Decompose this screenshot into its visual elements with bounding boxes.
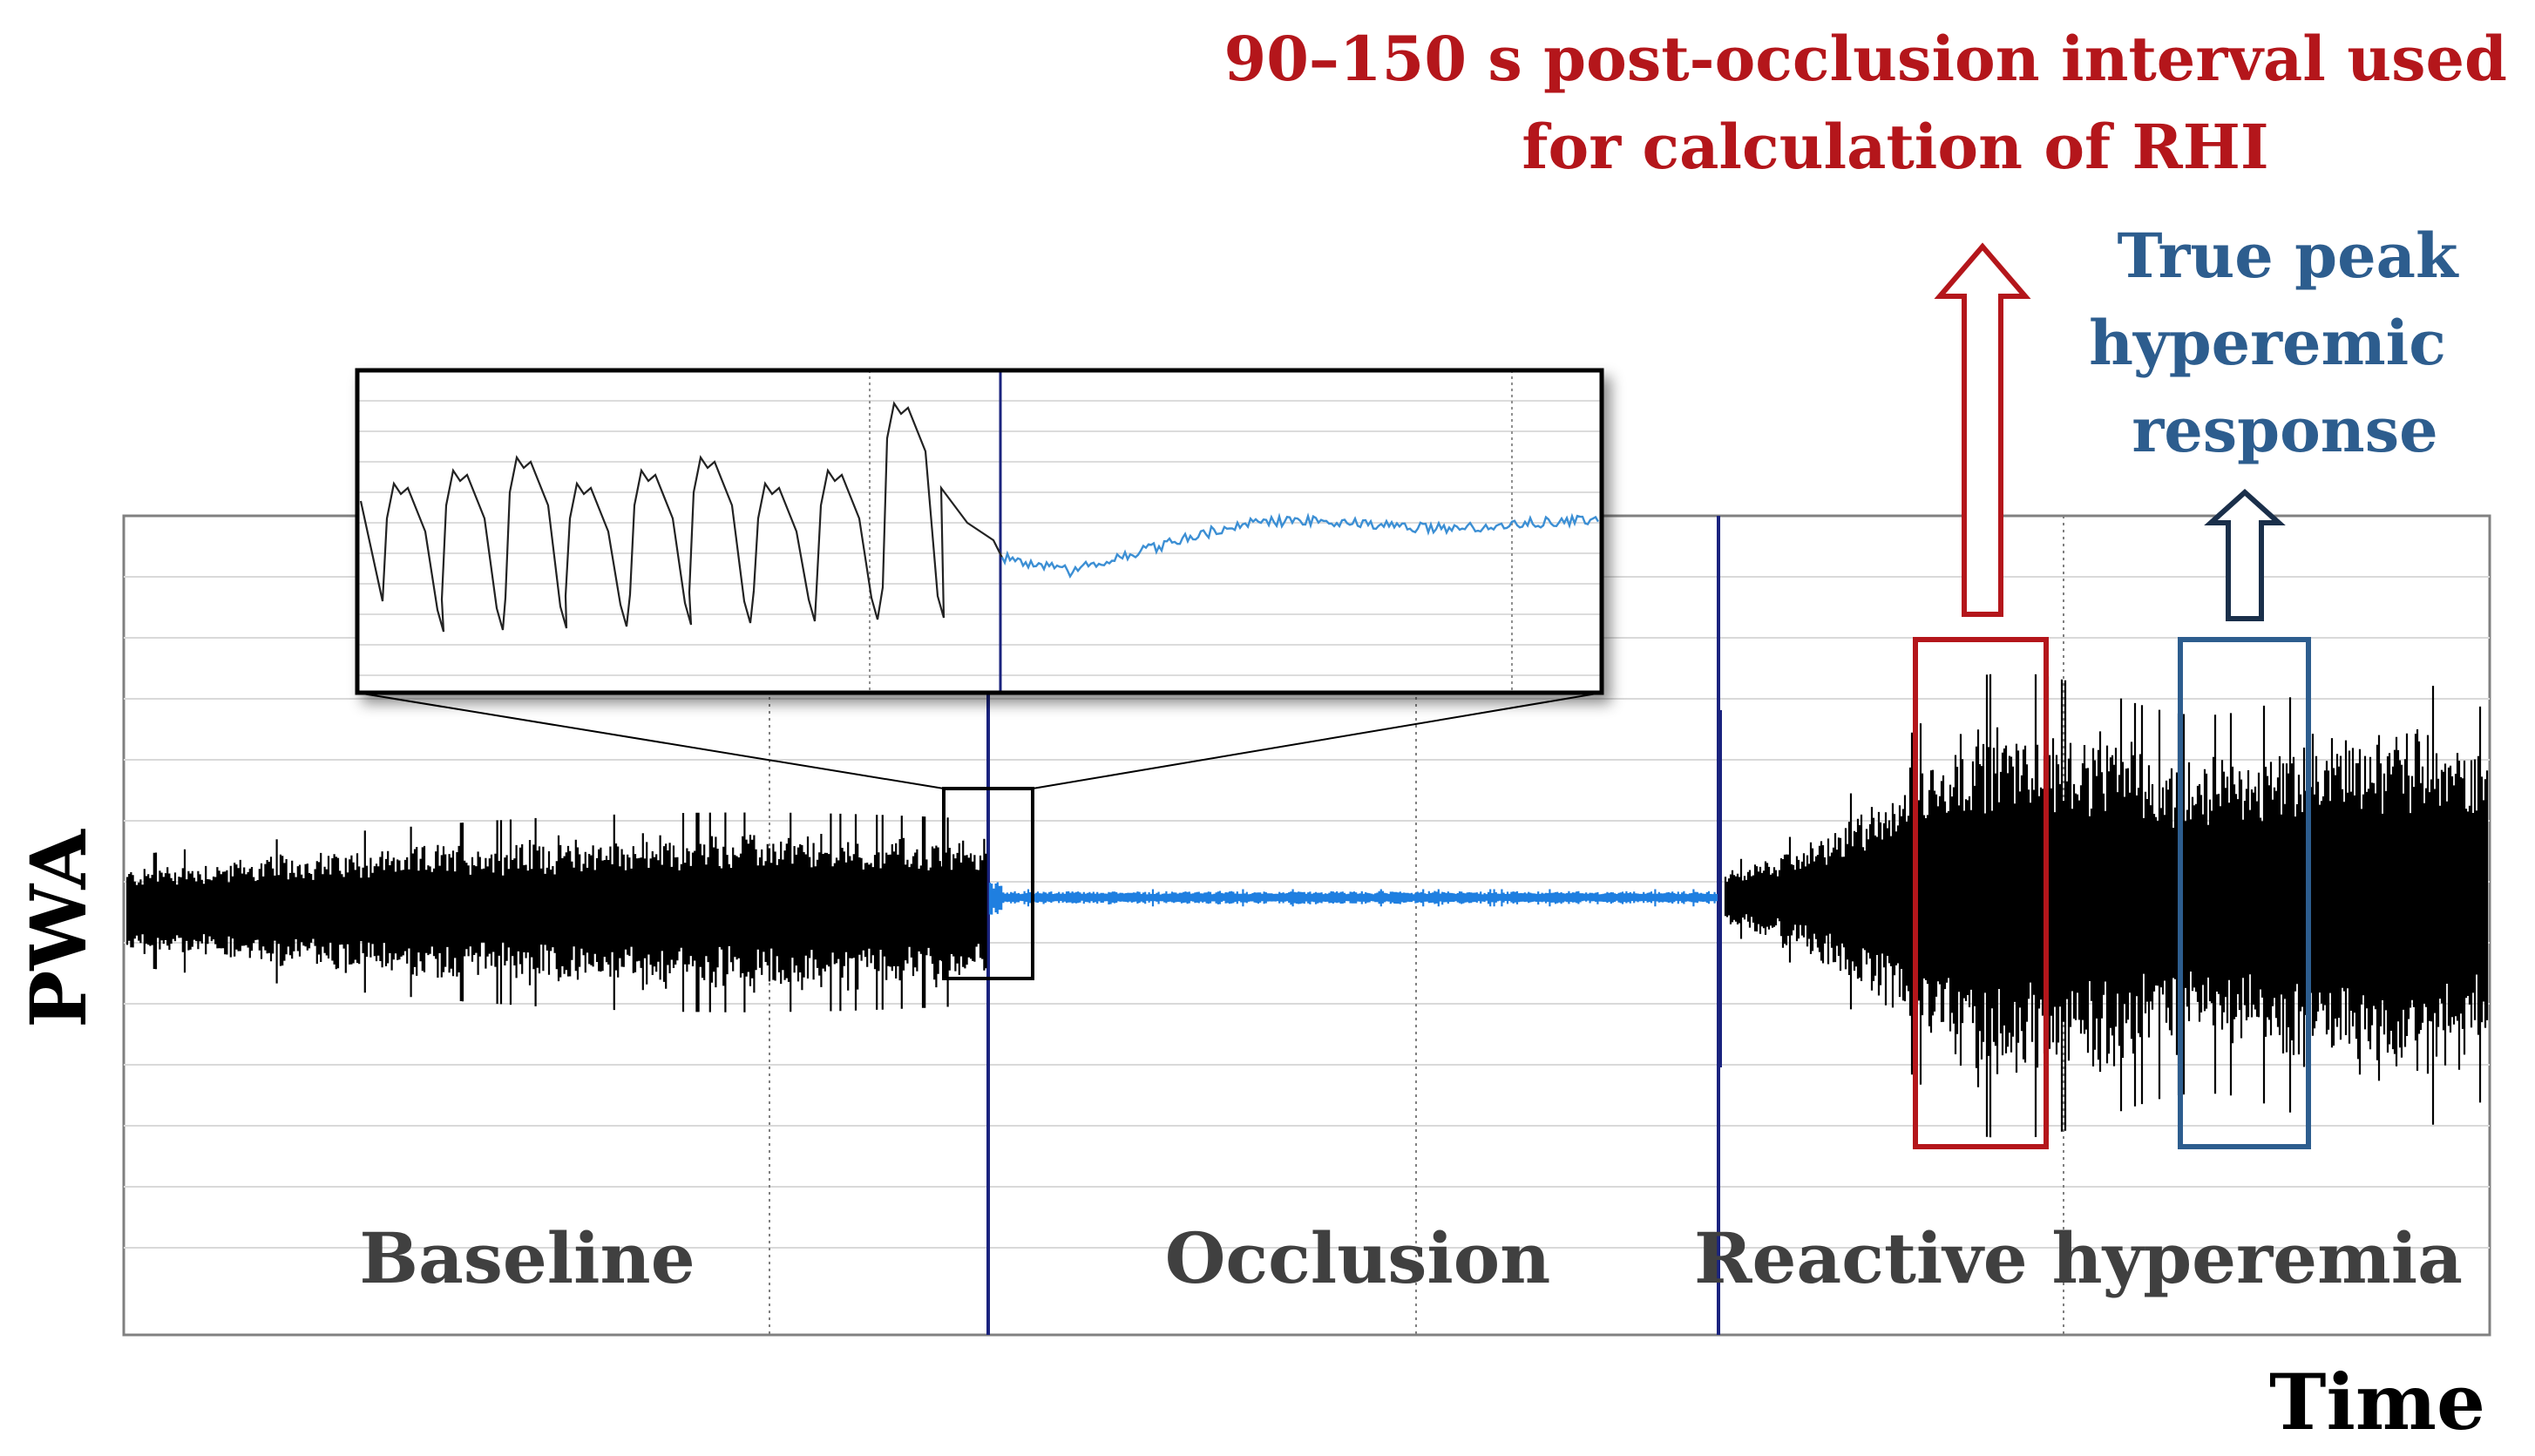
occlusion-signal xyxy=(988,882,1718,915)
rhi-interval-title-line2: for calculation of RHI xyxy=(1522,111,2268,183)
phase-label-occlusion: Occlusion xyxy=(1165,1217,1551,1299)
inset-occlusion-waveform xyxy=(1000,512,1600,579)
inset-baseline-waveform xyxy=(359,401,1003,633)
peak-label-line2: hyperemic xyxy=(2089,307,2446,379)
zoom-connector-left xyxy=(356,692,945,789)
zoom-connector-right xyxy=(1032,692,1603,789)
phase-label-reactive: Reactive hyperemia xyxy=(1694,1217,2463,1299)
peak-response-box xyxy=(2178,637,2311,1149)
peak-response-arrow xyxy=(2204,488,2286,621)
waveform-trace xyxy=(125,812,987,1012)
inset-border xyxy=(355,368,1604,695)
inset-zoom-panel xyxy=(355,368,1604,695)
waveform-trace xyxy=(988,882,1718,915)
peak-label-line1: True peak xyxy=(2117,220,2459,292)
inset-grid xyxy=(357,400,1602,676)
phase-label-baseline: Baseline xyxy=(359,1217,695,1299)
x-axis-label: Time xyxy=(2269,1357,2485,1447)
rhi-interval-arrow xyxy=(1934,242,2031,617)
zoom-source-box xyxy=(942,787,1034,980)
rhi-interval-box xyxy=(1913,637,2049,1149)
rhi-interval-title-line1: 90–150 s post-occlusion interval used xyxy=(1224,23,2508,95)
y-axis-label: PWA xyxy=(13,828,104,1027)
reactive-signal xyxy=(1724,674,2489,1138)
waveform-trace xyxy=(1724,674,2489,1138)
baseline-signal xyxy=(125,812,987,1012)
peak-label-line3: response xyxy=(2132,394,2437,466)
